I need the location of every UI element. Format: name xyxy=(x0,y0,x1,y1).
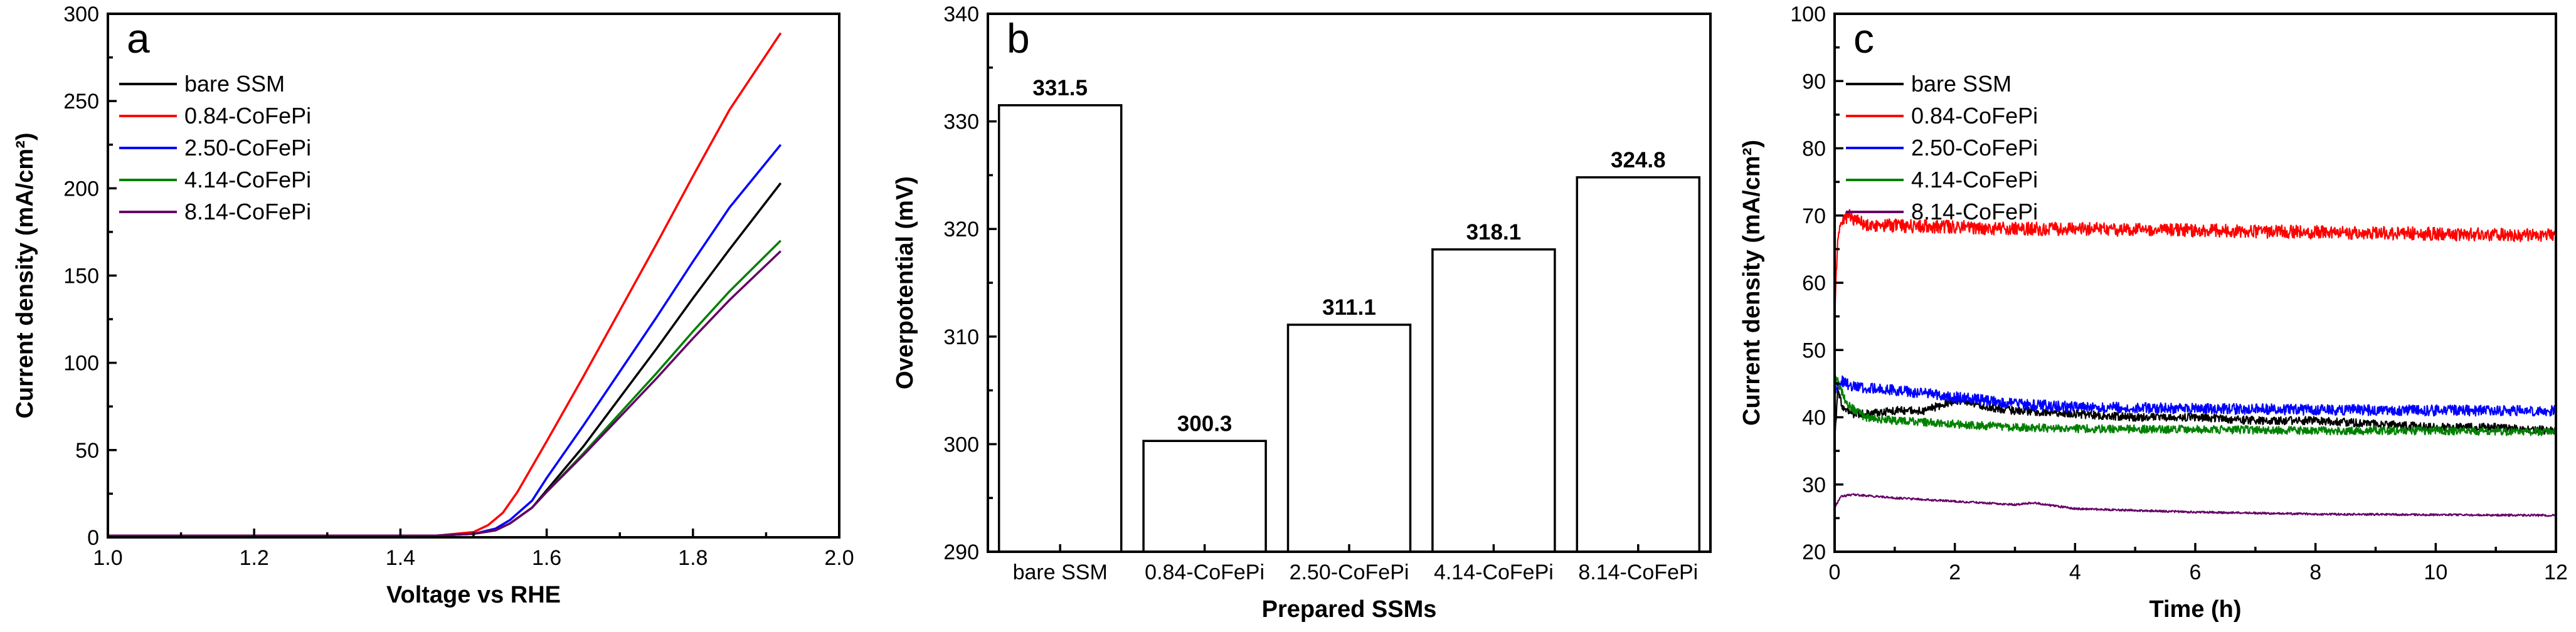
x-tick-label-1: 2 xyxy=(1949,561,1961,584)
y-tick-label-0: 290 xyxy=(943,540,979,564)
series-group xyxy=(1835,209,2556,517)
y-tick-label-5: 70 xyxy=(1802,204,1826,228)
x-tick-label-4: 8 xyxy=(2309,561,2321,584)
series-line-2 xyxy=(1835,375,2556,417)
x-tick-label-6: 12 xyxy=(2544,561,2568,584)
y-tick-label-0: 20 xyxy=(1802,540,1826,564)
x-axis-title: Voltage vs RHE xyxy=(386,582,561,608)
y-tick-label-1: 50 xyxy=(75,439,99,463)
legend-label-1: 0.84-CoFePi xyxy=(184,103,311,129)
y-tick-label-7: 90 xyxy=(1802,70,1826,93)
legend-label-4: 8.14-CoFePi xyxy=(1911,199,2038,224)
legend-label-2: 2.50-CoFePi xyxy=(184,135,311,161)
x-tick-label-4: 1.8 xyxy=(678,546,708,570)
y-tick-label-8: 100 xyxy=(1790,3,1826,26)
y-axis-title: Overpotential (mV) xyxy=(892,176,918,389)
series-line-0 xyxy=(108,182,782,537)
y-tick-label-0: 0 xyxy=(87,526,99,550)
series-line-1 xyxy=(108,32,782,537)
y-tick-label-4: 330 xyxy=(943,110,979,134)
legend-label-0: bare SSM xyxy=(1911,71,2012,97)
y-tick-label-3: 320 xyxy=(943,218,979,241)
panel-letter: b xyxy=(1007,15,1030,61)
bar-value-label-0: 331.5 xyxy=(1032,76,1088,100)
bar-4 xyxy=(1576,176,1701,553)
panel-a: 0 50 100 150 200 250 300 1.0 1.2 1.4 1.6 1.8 2.0 Volt… xyxy=(12,3,854,608)
x-tick-label-2: 2.50-CoFePi xyxy=(1290,561,1409,584)
bar-2 xyxy=(1286,324,1412,553)
x-tick-label-5: 2.0 xyxy=(824,546,854,570)
bar-value-label-1: 300.3 xyxy=(1177,411,1232,436)
series-line-3 xyxy=(108,240,782,537)
y-tick-label-4: 60 xyxy=(1802,271,1826,295)
bar-value-label-3: 318.1 xyxy=(1466,220,1522,245)
x-tick-label-1: 1.2 xyxy=(240,546,269,570)
x-tick-label-0: bare SSM xyxy=(1013,561,1108,584)
x-tick-label-4: 8.14-CoFePi xyxy=(1578,561,1698,584)
x-tick-label-3: 1.6 xyxy=(532,546,561,570)
legend-label-4: 8.14-CoFePi xyxy=(184,199,311,224)
bar-3 xyxy=(1431,248,1556,553)
panel-b: 331.5 bare SSM 300.3 0.84-CoFePi 311.1 2.50-C… xyxy=(892,3,1712,623)
bar-value-label-2: 311.1 xyxy=(1322,295,1376,320)
y-tick-label-3: 150 xyxy=(63,265,99,288)
x-tick-label-2: 4 xyxy=(2069,561,2081,584)
series-line-4 xyxy=(1835,493,2556,517)
x-axis-title: Time (h) xyxy=(2149,596,2241,623)
x-tick-label-1: 0.84-CoFePi xyxy=(1145,561,1264,584)
y-tick-label-5: 250 xyxy=(63,90,99,113)
legend-label-0: bare SSM xyxy=(184,71,285,97)
y-tick-label-2: 100 xyxy=(63,352,99,376)
x-tick-label-0: 0 xyxy=(1829,561,1841,584)
x-tick-label-0: 1.0 xyxy=(93,546,122,570)
legend-label-3: 4.14-CoFePi xyxy=(1911,167,2038,192)
panel-c: 20 30 40 50 60 70 80 90 100 0 2 4 6 8 10 12 Time (h) Curr… xyxy=(1739,3,2568,623)
series-line-3 xyxy=(1835,375,2556,436)
bar-0 xyxy=(997,104,1123,553)
y-tick-label-3: 50 xyxy=(1802,339,1826,362)
x-tick-label-5: 10 xyxy=(2424,561,2447,584)
y-tick-label-6: 80 xyxy=(1802,137,1826,161)
x-axis-title: Prepared SSMs xyxy=(1262,596,1437,623)
y-tick-label-2: 310 xyxy=(943,325,979,349)
y-tick-label-2: 40 xyxy=(1802,406,1826,430)
y-tick-label-5: 340 xyxy=(943,3,979,26)
x-tick-label-2: 1.4 xyxy=(386,546,415,570)
panel-letter: a xyxy=(127,15,150,61)
x-tick-label-3: 4.14-CoFePi xyxy=(1434,561,1554,584)
series-line-1 xyxy=(1835,209,2556,319)
x-tick-label-3: 6 xyxy=(2190,561,2202,584)
bar-1 xyxy=(1142,440,1267,553)
y-tick-label-1: 300 xyxy=(943,433,979,456)
y-axis-title: Current density (mA/cm²) xyxy=(12,132,38,418)
legend-label-1: 0.84-CoFePi xyxy=(1911,103,2038,129)
panel-letter: c xyxy=(1853,15,1874,61)
y-tick-label-1: 30 xyxy=(1802,473,1826,497)
series-line-4 xyxy=(108,250,782,537)
bar-value-label-4: 324.8 xyxy=(1611,148,1666,172)
legend-label-3: 4.14-CoFePi xyxy=(184,167,311,192)
legend-label-2: 2.50-CoFePi xyxy=(1911,135,2038,161)
y-tick-label-6: 300 xyxy=(63,3,99,26)
y-axis-title: Current density (mA/cm²) xyxy=(1739,140,1765,426)
y-tick-label-4: 200 xyxy=(63,177,99,201)
